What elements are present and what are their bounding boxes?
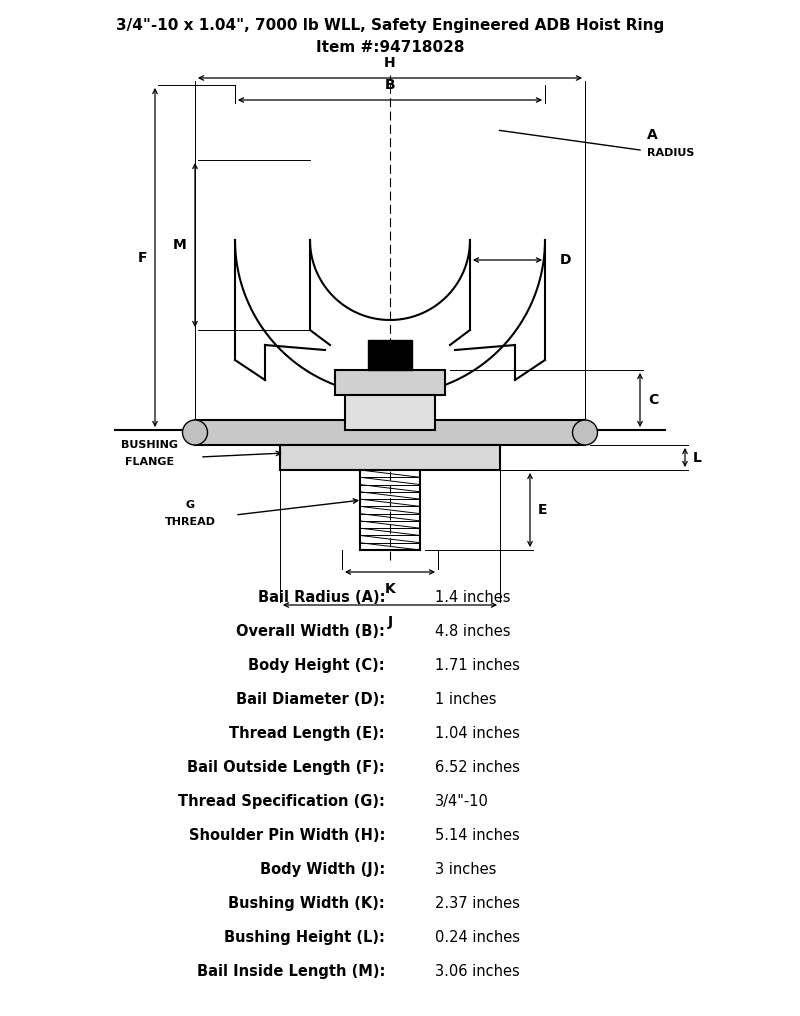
Text: Bushing Width (K):: Bushing Width (K):	[228, 896, 385, 911]
Polygon shape	[335, 370, 445, 395]
Text: J: J	[387, 615, 393, 629]
Text: Bushing Height (L):: Bushing Height (L):	[224, 930, 385, 945]
Text: 3 inches: 3 inches	[435, 862, 496, 877]
Text: H: H	[384, 56, 396, 70]
Text: Bail Radius (A):: Bail Radius (A):	[258, 590, 385, 605]
Polygon shape	[195, 420, 585, 445]
Text: 6.52 inches: 6.52 inches	[435, 760, 520, 775]
Circle shape	[573, 420, 598, 445]
Text: G: G	[186, 500, 194, 510]
Text: E: E	[538, 503, 547, 517]
Text: 1.4 inches: 1.4 inches	[435, 590, 510, 605]
Text: K: K	[385, 582, 395, 596]
Text: D: D	[560, 253, 571, 267]
Text: 3/4"-10 x 1.04", 7000 lb WLL, Safety Engineered ADB Hoist Ring: 3/4"-10 x 1.04", 7000 lb WLL, Safety Eng…	[116, 18, 664, 33]
Polygon shape	[280, 445, 500, 470]
Text: FLANGE: FLANGE	[126, 457, 174, 467]
Text: 5.14 inches: 5.14 inches	[435, 828, 520, 843]
Text: THREAD: THREAD	[165, 517, 215, 527]
Text: Bail Outside Length (F):: Bail Outside Length (F):	[187, 760, 385, 775]
Text: Bail Inside Length (M):: Bail Inside Length (M):	[197, 964, 385, 979]
Polygon shape	[345, 395, 435, 430]
Text: 4.8 inches: 4.8 inches	[435, 624, 510, 639]
Text: 2.37 inches: 2.37 inches	[435, 896, 520, 911]
Circle shape	[182, 420, 207, 445]
Text: B: B	[385, 78, 395, 92]
Text: F: F	[138, 251, 147, 264]
Text: 3/4"-10: 3/4"-10	[435, 793, 489, 809]
Text: Item #:94718028: Item #:94718028	[316, 40, 464, 55]
Polygon shape	[368, 340, 412, 370]
Text: BUSHING: BUSHING	[122, 440, 178, 450]
Text: C: C	[648, 393, 658, 407]
Text: M: M	[174, 238, 187, 252]
Text: Overall Width (B):: Overall Width (B):	[236, 624, 385, 639]
Text: 3.06 inches: 3.06 inches	[435, 964, 520, 979]
Text: Body Height (C):: Body Height (C):	[248, 658, 385, 673]
Text: 1.71 inches: 1.71 inches	[435, 658, 520, 673]
Text: 1.04 inches: 1.04 inches	[435, 726, 520, 741]
Text: 0.24 inches: 0.24 inches	[435, 930, 520, 945]
Text: Shoulder Pin Width (H):: Shoulder Pin Width (H):	[189, 828, 385, 843]
Text: Thread Specification (G):: Thread Specification (G):	[178, 793, 385, 809]
Text: Thread Length (E):: Thread Length (E):	[230, 726, 385, 741]
Text: A: A	[647, 128, 658, 142]
Text: Bail Diameter (D):: Bail Diameter (D):	[236, 692, 385, 707]
Text: RADIUS: RADIUS	[647, 148, 694, 158]
Text: Body Width (J):: Body Width (J):	[260, 862, 385, 877]
Text: L: L	[693, 450, 702, 464]
Text: 1 inches: 1 inches	[435, 692, 497, 707]
